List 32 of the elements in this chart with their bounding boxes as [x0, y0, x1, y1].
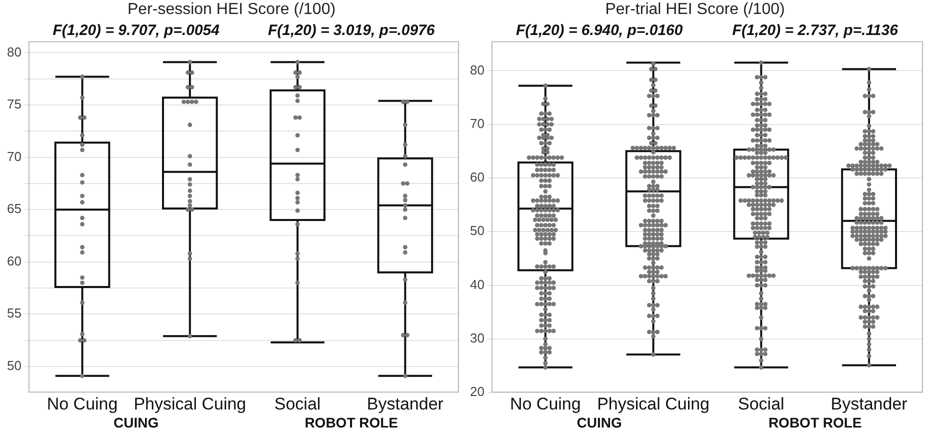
x-tick-label: Bystander — [366, 394, 444, 414]
y-tick-label: 80 — [470, 62, 484, 78]
y-tick-label: 60 — [6, 253, 22, 268]
x-tick-label: Social — [738, 394, 784, 414]
y-tick-label: 70 — [6, 148, 22, 164]
y-tick-label: 20 — [470, 384, 484, 400]
chart-title: Per-trial HEI Score (/100) — [605, 1, 785, 18]
y-tick-label: 40 — [470, 276, 484, 292]
x-tick-label: Physical Cuing — [134, 394, 246, 414]
x-tick-label: Physical Cuing — [597, 394, 710, 414]
y-tick-label: 55 — [6, 306, 22, 321]
x-tick-label: Social — [274, 394, 321, 414]
y-tick-label: 30 — [470, 330, 484, 346]
y-tick-label: 50 — [470, 223, 484, 238]
text: F(1,20) = 2.737, p=.1136 — [732, 22, 899, 39]
y-tick-label: 75 — [6, 96, 22, 112]
text: ROBOT ROLE — [304, 414, 398, 430]
x-tick-label: No Cuing — [46, 394, 118, 414]
text: ROBOT ROLE — [768, 414, 862, 430]
x-tick-label: Bystander — [830, 394, 908, 414]
y-tick-label: 50 — [6, 358, 22, 374]
y-tick-label: 70 — [470, 116, 484, 131]
y-tick-label: 60 — [470, 170, 484, 185]
text: CUING — [576, 414, 622, 430]
text: F(1,20) = 3.019, p=.0976 — [268, 22, 436, 39]
y-tick-label: 80 — [6, 44, 22, 60]
text: CUING — [114, 414, 159, 430]
text: F(1,20) = 6.940, p=.0160 — [516, 22, 684, 39]
x-tick-label: No Cuing — [510, 394, 581, 414]
y-tick-label: 65 — [6, 201, 22, 216]
chart-title: Per-session HEI Score (/100) — [127, 1, 336, 18]
text: F(1,20) = 9.707, p=.0054 — [52, 22, 220, 39]
